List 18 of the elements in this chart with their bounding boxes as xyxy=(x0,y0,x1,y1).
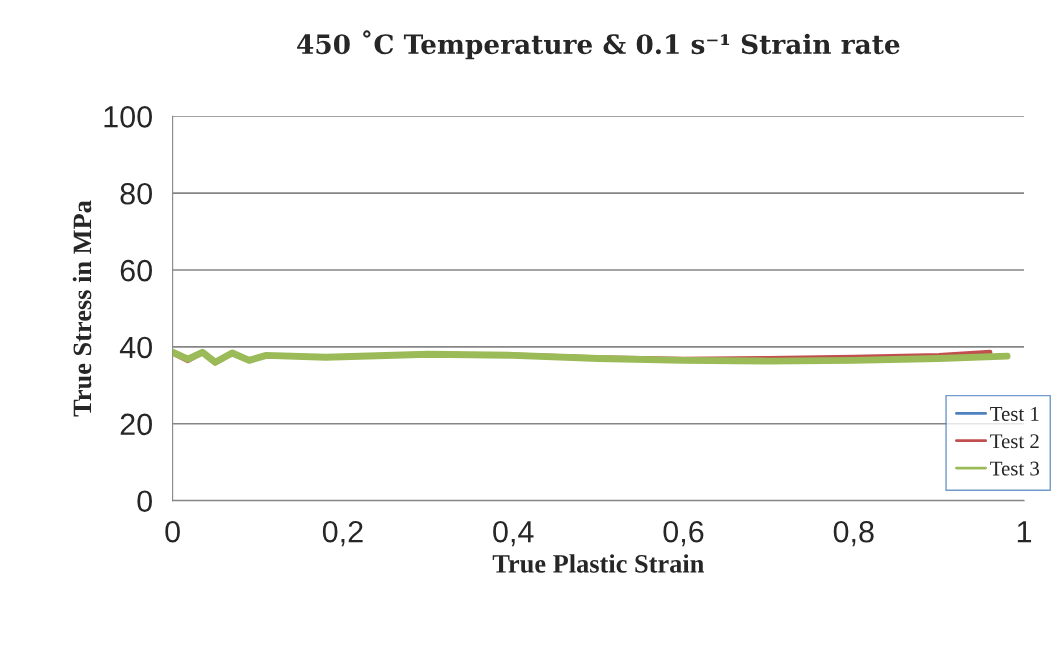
chart-title: 450 ˚C Temperature & 0.1 s⁻¹ Strain rate xyxy=(297,30,900,60)
y-axis-title: True Stress in MPa xyxy=(72,200,92,417)
x-tick-label: 1 xyxy=(1017,521,1032,543)
legend-label: Test 1 xyxy=(990,406,1039,421)
legend-label: Test 2 xyxy=(990,434,1039,449)
x-tick-label: 0,6 xyxy=(663,520,704,547)
y-tick-label: 60 xyxy=(120,259,152,282)
y-tick-label: 100 xyxy=(104,106,152,128)
x-axis-title: True Plastic Strain xyxy=(492,554,704,573)
x-tick-label: 0 xyxy=(165,520,180,543)
x-tick-label: 0,8 xyxy=(833,520,874,547)
legend-label: Test 3 xyxy=(990,461,1040,476)
y-tick-label: 0 xyxy=(137,490,152,513)
y-tick-label: 80 xyxy=(120,182,152,205)
y-tick-label: 40 xyxy=(119,336,152,359)
x-tick-label: 0,4 xyxy=(493,520,534,547)
y-tick-label: 20 xyxy=(120,413,152,436)
x-tick-label: 0,2 xyxy=(322,520,363,547)
